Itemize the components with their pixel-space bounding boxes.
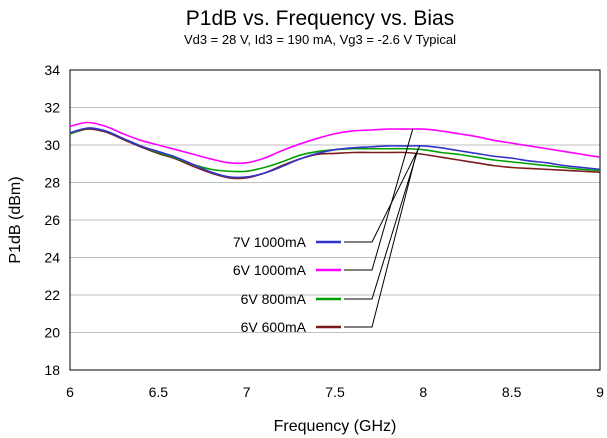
legend-label: 6V 800mA [241, 291, 307, 307]
x-tick-label: 7.5 [325, 384, 345, 400]
x-tick-label: 9 [596, 384, 604, 400]
y-tick-label: 22 [44, 287, 60, 303]
tick-labels: 18 20 22 24 26 28 30 32 34 6 6.5 7 7.5 8 8.5 9 [44, 62, 604, 400]
chart-title: P1dB vs. Frequency vs. Bias [186, 7, 454, 30]
y-tick-label: 34 [44, 62, 60, 78]
y-tick-label: 30 [44, 137, 60, 153]
y-tick-label: 20 [44, 325, 60, 341]
chart-subtitle: Vd3 = 28 V, Id3 = 190 mA, Vg3 = -2.6 V T… [184, 32, 456, 47]
legend: 7V 1000mA 6V 1000mA 6V 800mA 6V 600mA [233, 128, 421, 335]
x-tick-label: 8.5 [502, 384, 522, 400]
x-axis-label: Frequency (GHz) [274, 418, 397, 435]
plot-frame [69, 69, 601, 371]
y-tick-label: 18 [44, 362, 60, 378]
legend-label: 6V 600mA [241, 319, 307, 335]
y-tick-label: 28 [44, 175, 60, 191]
y-tick-label: 32 [44, 100, 60, 116]
x-tick-label: 6.5 [149, 384, 169, 400]
axes [69, 69, 601, 371]
legend-leader-line [344, 128, 414, 271]
legend-leader-line [344, 145, 421, 243]
series-line [69, 127, 601, 179]
x-tick-label: 6 [66, 384, 74, 400]
y-tick-label: 24 [44, 250, 60, 266]
x-tick-label: 8 [419, 384, 427, 400]
y-tick-label: 26 [44, 212, 60, 228]
legend-label: 7V 1000mA [233, 234, 307, 250]
legend-leader-line [344, 149, 419, 300]
series-line [69, 121, 601, 165]
x-tick-label: 7 [243, 384, 251, 400]
legend-label: 6V 1000mA [233, 262, 307, 278]
series [69, 121, 601, 180]
y-axis-label: P1dB (dBm) [7, 176, 24, 263]
legend-leader-line [344, 153, 417, 328]
series-line [69, 128, 601, 180]
